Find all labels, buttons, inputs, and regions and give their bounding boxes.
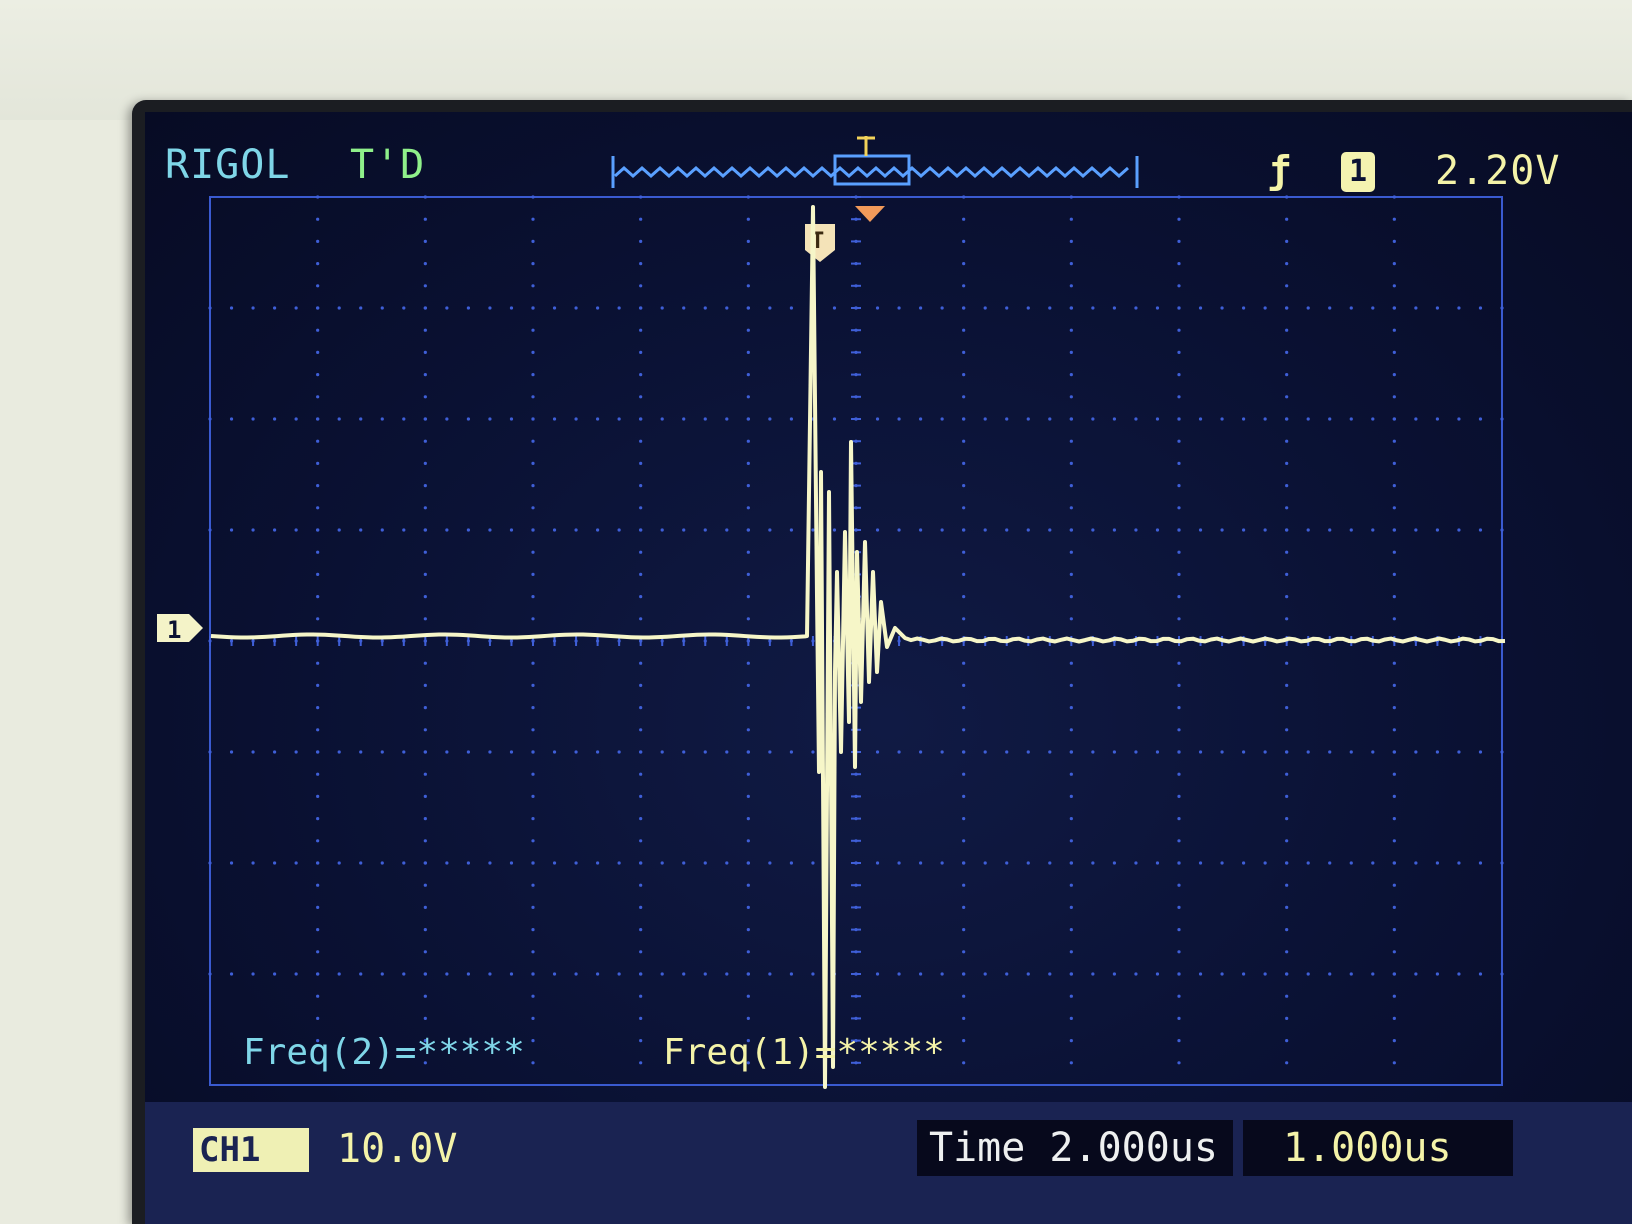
trigger-source-badge: 1 [1341,152,1375,192]
channel-1-ground-marker: 1 [157,614,203,644]
trigger-delay-value: 1.000us [1283,1125,1452,1171]
timebase-trigger-marker [857,136,875,156]
waveform-display: 1 T [157,136,1506,1089]
freq-ch1-measurement: Freq(1)=***** [663,1032,945,1073]
freq-ch2-measurement: Freq(2)=***** [243,1032,525,1073]
trigger-point-marker: T [805,224,835,262]
channel-1-vertical-scale: 10.0V [337,1126,458,1172]
trigger-level: 2.20V [1435,148,1561,194]
trigger-delay-readout: 1.000us [1243,1120,1513,1176]
svg-text:1: 1 [167,616,181,644]
brand-logo: RIGOL [165,142,291,188]
trigger-position-arrow [855,206,885,222]
memory-position-bar [611,154,1139,188]
channel-1-waveform [210,205,1506,1089]
channel-1-label: CH1 [193,1128,309,1172]
timebase-readout: Time 2.000us [917,1120,1233,1176]
trigger-status: T'D [350,142,426,188]
oscilloscope-screen: RIGOL T'D ƒ 1 2.20V 1 T [145,112,1632,1224]
rising-edge-icon: ƒ [1268,148,1291,192]
